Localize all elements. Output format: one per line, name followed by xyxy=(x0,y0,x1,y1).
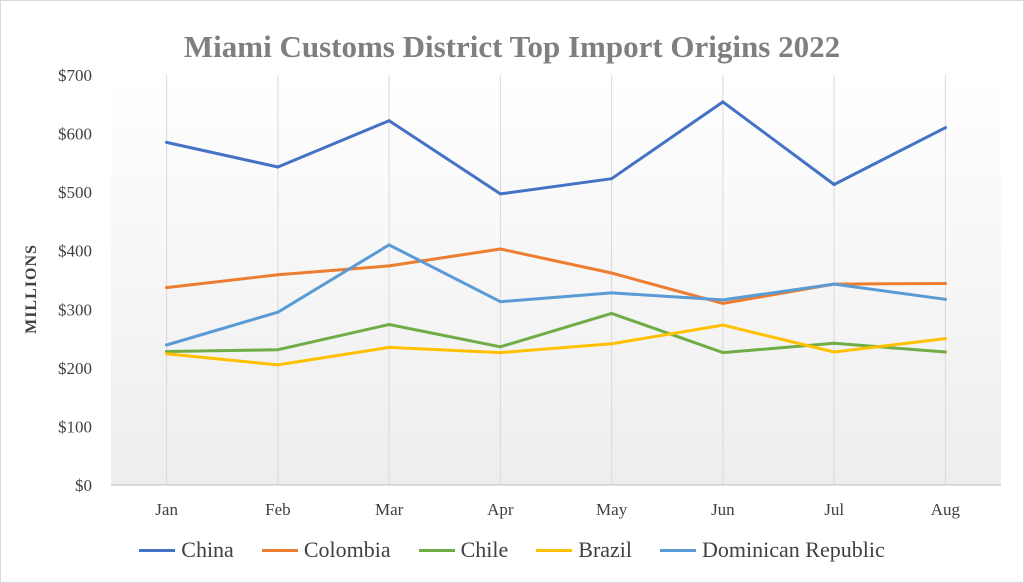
legend-swatch xyxy=(139,548,176,552)
legend-label: Dominican Republic xyxy=(702,537,885,562)
y-tick-label: $500 xyxy=(58,183,92,202)
y-tick-label: $700 xyxy=(58,66,92,85)
data-point-chile xyxy=(387,323,391,327)
legend-item-brazil: Brazil xyxy=(536,537,632,563)
series-line-brazil xyxy=(165,323,947,367)
legend-item-dominican-republic: Dominican Republic xyxy=(660,537,885,563)
data-point-chile xyxy=(498,345,502,349)
legend-label: China xyxy=(181,537,234,562)
data-point-brazil xyxy=(832,350,836,354)
data-point-colombia xyxy=(276,273,280,277)
data-point-chile xyxy=(165,349,169,353)
legend-label: Chile xyxy=(460,537,509,562)
data-point-dominican-republic xyxy=(387,243,391,247)
y-tick-label: $200 xyxy=(58,359,92,378)
data-point-dominican-republic xyxy=(610,291,614,295)
x-tick-label: Aug xyxy=(931,500,961,519)
legend-swatch xyxy=(261,548,298,552)
y-tick-label: $0 xyxy=(75,476,92,495)
legend-item-colombia: Colombia xyxy=(261,537,391,563)
data-point-china xyxy=(943,126,947,130)
x-tick-label: Jun xyxy=(711,500,735,519)
data-point-chile xyxy=(276,348,280,352)
x-tick-label: Mar xyxy=(375,500,404,519)
data-point-brazil xyxy=(498,351,502,355)
plot-area xyxy=(111,75,1001,485)
data-point-china xyxy=(832,183,836,187)
data-point-dominican-republic xyxy=(832,282,836,286)
data-point-dominican-republic xyxy=(276,310,280,314)
data-point-china xyxy=(165,140,169,144)
x-tick-label: Jul xyxy=(824,500,844,519)
data-point-china xyxy=(387,119,391,123)
x-tick-label: Apr xyxy=(487,500,514,519)
legend-label: Colombia xyxy=(303,537,391,562)
data-point-colombia xyxy=(721,301,725,305)
legend-item-china: China xyxy=(139,537,234,563)
data-point-china xyxy=(276,165,280,169)
data-point-brazil xyxy=(165,352,169,356)
data-point-dominican-republic xyxy=(165,343,169,347)
series-line-china xyxy=(165,100,947,196)
data-point-dominican-republic xyxy=(943,297,947,301)
y-tick-label: $300 xyxy=(58,300,92,319)
x-tick-label: May xyxy=(596,500,628,519)
series-line-chile xyxy=(165,311,947,355)
data-point-colombia xyxy=(387,264,391,268)
data-point-colombia xyxy=(610,271,614,275)
data-point-brazil xyxy=(943,337,947,341)
legend-swatch xyxy=(660,548,697,552)
data-point-china xyxy=(610,177,614,181)
x-tick-label: Jan xyxy=(155,500,178,519)
data-point-dominican-republic xyxy=(498,300,502,304)
data-point-chile xyxy=(832,341,836,345)
data-point-brazil xyxy=(610,342,614,346)
data-point-brazil xyxy=(276,363,280,367)
legend-swatch xyxy=(418,548,455,552)
data-point-chile xyxy=(610,311,614,315)
data-point-colombia xyxy=(165,286,169,290)
data-point-brazil xyxy=(387,345,391,349)
legend-label: Brazil xyxy=(578,537,633,562)
legend-swatch xyxy=(536,548,573,552)
x-tick-label: Feb xyxy=(265,500,291,519)
legend-item-chile: Chile xyxy=(418,537,509,563)
chart-title: Miami Customs District Top Import Origin… xyxy=(183,29,841,64)
chart-legend: China Colombia Chile Brazil Dominican Republ… xyxy=(1,536,1023,564)
y-tick-label: $100 xyxy=(58,417,92,436)
data-point-dominican-republic xyxy=(721,298,725,302)
y-tick-label: $400 xyxy=(58,242,92,261)
data-point-china xyxy=(498,192,502,196)
y-tick-label: $600 xyxy=(58,125,92,144)
data-point-china xyxy=(721,100,725,104)
series-line-dominican-republic xyxy=(165,243,947,347)
data-point-colombia xyxy=(943,282,947,286)
data-point-colombia xyxy=(498,247,502,251)
data-point-brazil xyxy=(721,323,725,327)
data-point-chile xyxy=(721,351,725,355)
data-point-chile xyxy=(943,350,947,354)
